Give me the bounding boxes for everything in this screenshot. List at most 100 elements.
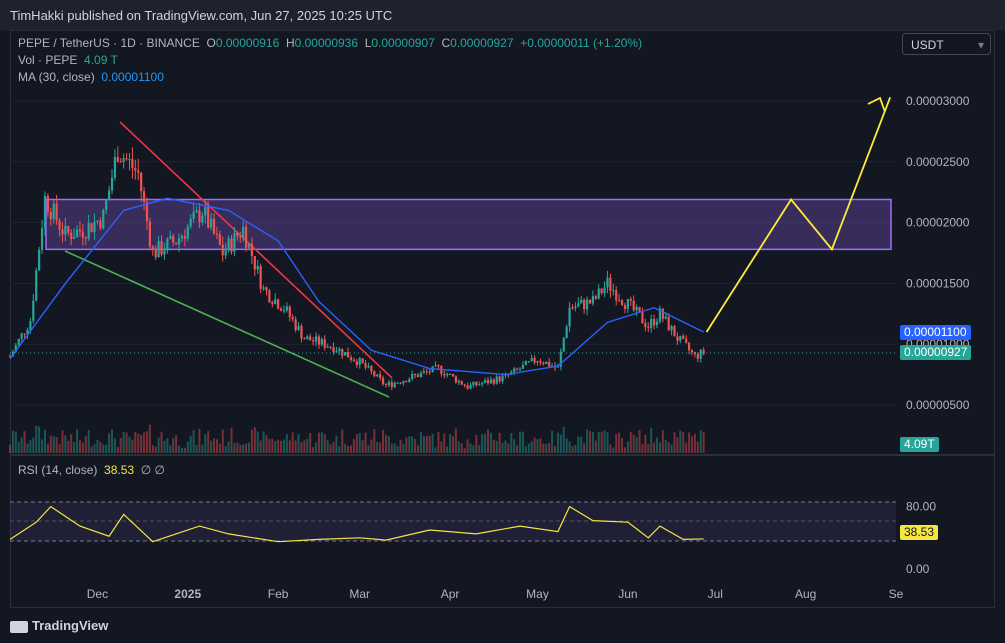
volume-bar: [180, 447, 183, 453]
candle: [580, 299, 583, 304]
candle: [373, 371, 376, 377]
candle: [288, 306, 291, 317]
volume-bar: [274, 441, 277, 453]
price-axis: 0.000005000.000010000.000015000.00002000…: [906, 94, 970, 412]
low-value: 0.00000907: [371, 36, 435, 50]
candle: [379, 374, 382, 378]
volume-bar: [658, 442, 661, 453]
volume-value: 4.09 T: [84, 53, 118, 67]
ma-legend[interactable]: MA (30, close) 0.00001100: [18, 70, 164, 84]
candle: [75, 229, 79, 238]
currency-button[interactable]: USDT ▾: [902, 33, 991, 55]
ma-label: MA (30, close): [18, 70, 95, 84]
candle: [481, 382, 484, 385]
volume-bar: [530, 441, 533, 453]
candle: [414, 374, 417, 376]
candle: [344, 352, 347, 356]
volume-bar: [201, 444, 204, 453]
candle: [396, 382, 399, 384]
candle: [463, 384, 466, 386]
candle: [399, 382, 402, 384]
volume-bar: [466, 439, 469, 453]
price-tick-label: 0.00001500: [906, 276, 970, 290]
candle: [638, 307, 641, 313]
volume-bar: [233, 443, 236, 453]
time-tick-label: Aug: [795, 587, 816, 601]
rsi-legend[interactable]: RSI (14, close) 38.53 ∅ ∅: [18, 463, 165, 477]
time-axis: Dec 2025 Feb Mar Apr May Jun Jul Aug Se: [87, 587, 904, 601]
rsi-line: [9, 505, 704, 543]
candle: [183, 236, 186, 239]
candle: [23, 333, 26, 335]
volume-bar: [583, 443, 586, 453]
volume-bar: [23, 431, 26, 453]
volume-bar: [533, 437, 536, 453]
candle: [454, 376, 458, 383]
volume-bar: [463, 448, 466, 453]
candle: [495, 376, 498, 384]
time-tick-label: 2025: [174, 587, 201, 601]
candle: [78, 229, 82, 232]
volume-bar: [699, 430, 702, 453]
volume-bar: [542, 443, 545, 453]
candle: [323, 339, 326, 348]
volume-bar: [565, 438, 568, 453]
candle: [384, 384, 388, 386]
volume-bar: [198, 428, 201, 453]
volume-bar: [282, 439, 285, 453]
volume-bar: [271, 438, 274, 453]
candle: [492, 379, 495, 384]
volume-bar: [32, 437, 35, 453]
candle: [478, 384, 481, 386]
volume-bar: [449, 434, 452, 453]
brand-text: TradingView: [32, 618, 109, 633]
tradingview-brand[interactable]: TradingView: [10, 618, 108, 633]
volume-bar: [650, 428, 653, 453]
candle: [425, 371, 428, 373]
volume-bar: [408, 436, 411, 453]
volume-bar: [259, 440, 262, 453]
candle: [300, 325, 303, 339]
volume-bar: [629, 431, 632, 453]
volume-label: Vol · PEPE: [18, 53, 78, 67]
volume-bar: [685, 442, 688, 453]
volume-bar: [43, 429, 46, 453]
volume-bar: [361, 440, 364, 453]
volume-bar: [157, 437, 160, 453]
volume-bar: [612, 447, 615, 453]
volume-bar: [484, 433, 487, 453]
candle: [571, 307, 574, 309]
volume-bar: [315, 442, 318, 453]
candle: [99, 220, 102, 229]
volume-bar: [125, 432, 128, 453]
candle: [390, 382, 393, 387]
volume-bar: [623, 447, 626, 453]
candle: [233, 232, 236, 252]
chart-panel[interactable]: [10, 30, 995, 608]
candle: [346, 352, 350, 358]
volume-bar: [306, 438, 309, 453]
candle: [67, 225, 70, 233]
volume-bar: [335, 435, 338, 453]
candle: [297, 325, 300, 331]
candle: [670, 326, 673, 331]
volume-legend[interactable]: Vol · PEPE 4.09 T: [18, 53, 118, 67]
price-tick-label: 0.00002000: [906, 216, 970, 230]
volume-bar: [49, 435, 52, 453]
candle: [35, 270, 38, 301]
candle: [635, 307, 638, 311]
volume-bar: [536, 439, 539, 453]
volume-bar: [446, 446, 449, 453]
published-by-text: TimHakki published on TradingView.com, J…: [10, 8, 393, 23]
volume-bar: [635, 437, 638, 453]
symbol-label[interactable]: PEPE / TetherUS · 1D · BINANCE: [18, 36, 200, 50]
candle: [87, 223, 90, 239]
volume-bar: [84, 436, 87, 453]
volume-bar: [87, 430, 90, 453]
open-label: O: [206, 36, 216, 50]
candle: [335, 351, 338, 353]
volume-bar: [632, 434, 635, 453]
ma-price-tag: 0.00001100: [900, 325, 971, 340]
volume-bar: [481, 434, 484, 453]
